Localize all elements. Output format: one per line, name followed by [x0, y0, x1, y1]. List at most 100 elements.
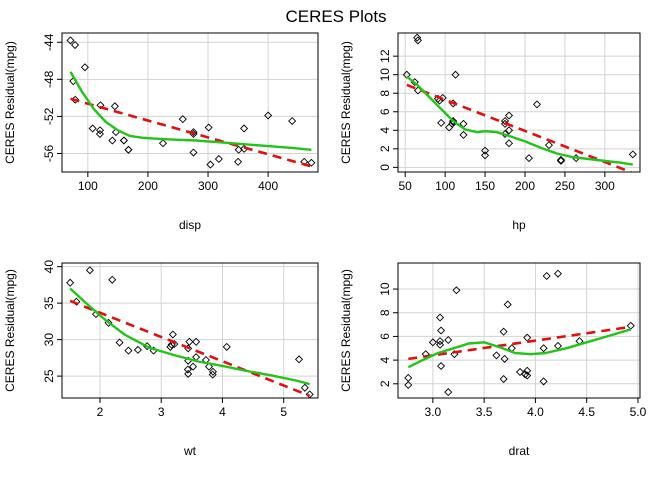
- disp-smooth-line: [69, 71, 312, 151]
- drat-xtick-label: 3.0: [425, 405, 442, 419]
- wt-data-point: [222, 342, 231, 351]
- disp-data-point: [96, 126, 105, 135]
- wt-ytick-label: 35: [42, 296, 56, 310]
- drat-y-axis-title: CERES Residual(mpg): [339, 269, 353, 392]
- hp-data-point: [504, 139, 514, 148]
- wt-data-point: [66, 278, 75, 287]
- disp-data-point: [240, 124, 249, 133]
- disp-data-point: [234, 157, 243, 166]
- wt-xtick-label: 2: [97, 405, 104, 419]
- disp-y-axis-title: CERES Residual(mpg): [3, 41, 17, 164]
- disp-data-point: [110, 102, 119, 111]
- hp-data-point: [459, 119, 468, 128]
- drat-data-point: [523, 366, 532, 375]
- drat-data-point: [499, 327, 508, 336]
- wt-data-point: [185, 337, 194, 346]
- hp-ytick-label: 6: [378, 108, 392, 115]
- hp-data-point: [402, 70, 411, 79]
- disp-xtick-label: 300: [198, 179, 218, 193]
- hp-data-point: [504, 126, 514, 135]
- hp-data-point: [451, 70, 460, 79]
- drat-xtick-label: 3.5: [476, 405, 493, 419]
- hp-xtick-label: 100: [435, 179, 455, 193]
- wt-data-point: [192, 353, 201, 362]
- hp-data-point: [459, 130, 468, 139]
- drat-ytick-label: 10: [378, 282, 392, 296]
- drat-ytick-label: 4: [378, 356, 392, 363]
- wt-data-point: [133, 345, 142, 354]
- drat-data-point: [499, 375, 508, 384]
- hp-xtick-label: 50: [399, 179, 413, 193]
- drat-data-point: [428, 338, 437, 347]
- disp-data-point: [80, 63, 89, 72]
- hp-data-point: [628, 150, 637, 159]
- drat-data-point: [539, 344, 548, 353]
- hp-ytick-label: 2: [378, 145, 392, 152]
- hp-smooth-line: [406, 75, 633, 166]
- disp-data-point: [178, 115, 187, 124]
- wt-y-axis-title: CERES Residual(mpg): [3, 269, 17, 392]
- disp-data-point: [264, 111, 273, 120]
- disp-xtick-label: 100: [78, 179, 98, 193]
- drat-data-point: [437, 326, 446, 335]
- hp-ytick-label: 0: [378, 164, 392, 171]
- hp-plot-frame: [397, 32, 641, 173]
- hp-xtick-label: 300: [595, 179, 615, 193]
- drat-xtick-label: 4.0: [527, 405, 544, 419]
- wt-data-point: [168, 330, 177, 339]
- drat-data-point: [444, 388, 453, 397]
- wt-data-point: [294, 355, 304, 364]
- disp-data-point: [204, 123, 213, 132]
- drat-x-axis-title: drat: [509, 444, 530, 458]
- wt-data-point: [115, 338, 124, 347]
- drat-plot-frame: [397, 262, 641, 399]
- drat-data-point: [626, 321, 635, 330]
- hp-ytick-label: 8: [378, 90, 392, 97]
- wt-xtick-label: 5: [280, 405, 287, 419]
- main-title: CERES Plots: [285, 7, 386, 26]
- disp-data-point: [307, 158, 316, 167]
- wt-data-point: [184, 369, 193, 378]
- disp-plot-frame: [61, 32, 319, 173]
- drat-data-point: [500, 354, 509, 363]
- wt-data-point: [183, 365, 192, 374]
- hp-data-point: [413, 36, 422, 45]
- disp-data-point: [206, 160, 215, 169]
- drat-ytick-label: 2: [378, 380, 392, 387]
- disp-data-point: [124, 145, 133, 154]
- drat-linear-fit-line: [408, 325, 631, 361]
- hp-data-point: [481, 146, 490, 155]
- wt-smooth-line: [69, 287, 311, 386]
- hp-data-point: [532, 100, 542, 109]
- wt-xtick-label: 4: [219, 405, 226, 419]
- drat-data-point: [452, 286, 461, 295]
- disp-data-point: [124, 145, 133, 154]
- drat-xtick-label: 4.5: [578, 405, 595, 419]
- disp-data-point: [234, 145, 243, 154]
- wt-data-point: [124, 346, 133, 355]
- disp-data-point: [66, 36, 75, 45]
- hp-xtick-label: 150: [475, 179, 495, 193]
- disp-ytick-label: -52: [42, 107, 56, 125]
- panel-hp: 50 100 150 200 250 300 0 2 4 6 8 10 12 hp CERES Residu…: [339, 32, 641, 232]
- wt-data-point: [192, 337, 201, 346]
- disp-ytick-label: -48: [42, 70, 56, 88]
- drat-data-point: [515, 367, 525, 376]
- disp-xtick-label: 400: [258, 179, 278, 193]
- drat-data-point: [437, 361, 446, 371]
- hp-xtick-label: 250: [555, 179, 575, 193]
- hp-x-axis-title: hp: [512, 218, 526, 232]
- drat-data-point: [523, 333, 532, 342]
- disp-data-point: [288, 117, 297, 126]
- disp-linear-fit-line: [70, 97, 312, 168]
- hp-ytick-label: 12: [378, 49, 392, 63]
- disp-ytick-label: -56: [42, 144, 56, 162]
- hp-data-point: [556, 155, 565, 164]
- drat-data-point: [553, 269, 562, 278]
- drat-data-point: [436, 313, 445, 322]
- drat-data-point: [503, 300, 512, 309]
- hp-linear-fit-line: [406, 83, 634, 172]
- wt-plot-frame: [61, 262, 319, 399]
- disp-data-point: [88, 124, 97, 133]
- disp-xtick-label: 200: [138, 179, 158, 193]
